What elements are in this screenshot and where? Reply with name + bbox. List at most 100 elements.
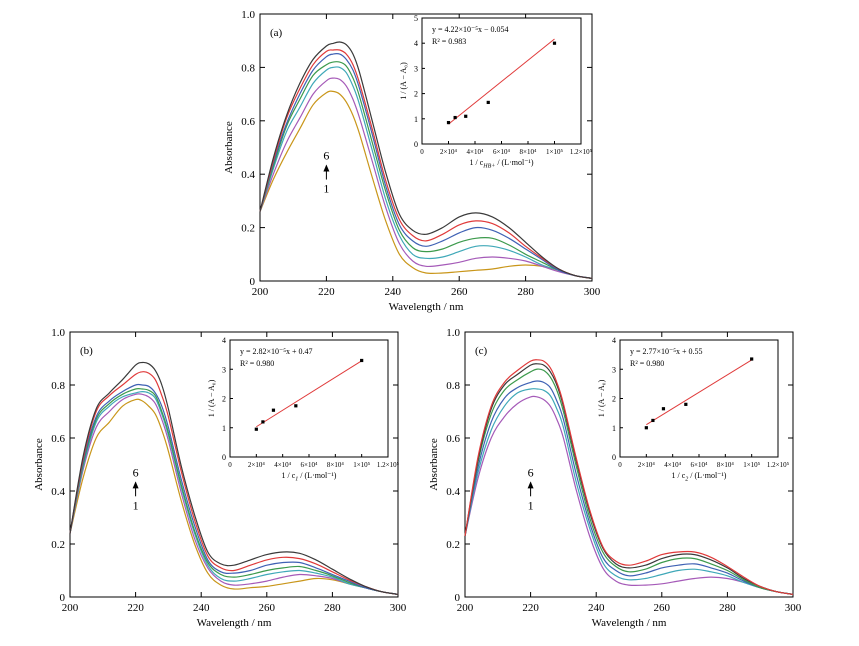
- arrow-label-top: 6: [133, 465, 139, 479]
- inset-data-point: [651, 418, 655, 423]
- x-tick-label: 200: [62, 602, 79, 614]
- inset-x-tick-label: 4×10⁴: [274, 461, 291, 469]
- inset-y-axis-label: 1 / (A − A₀): [207, 379, 216, 417]
- inset-y-tick-label: 5: [414, 14, 418, 23]
- inset-y-tick-label: 1: [222, 424, 226, 433]
- inset-fit-line: [256, 360, 362, 428]
- y-tick-label: 0.8: [446, 380, 460, 392]
- x-tick-label: 200: [457, 602, 474, 614]
- inset-data-point: [271, 408, 276, 412]
- inset-x-tick-label: 0: [228, 461, 232, 469]
- inset-y-axis-label: 1 / (A − A₀): [399, 62, 408, 100]
- spectrum-line-4: [259, 61, 593, 279]
- inset-x-tick-label: 4×10⁴: [467, 148, 484, 156]
- x-tick-label: 260: [451, 286, 468, 298]
- y-tick-label: 1.0: [241, 9, 255, 21]
- x-axis-label: Wavelength / nm: [592, 617, 667, 629]
- x-tick-label: 200: [252, 286, 269, 298]
- inset-x-tick-label: 2×10⁴: [248, 461, 265, 469]
- panel-label: (b): [80, 345, 93, 357]
- inset-data-point: [661, 407, 666, 411]
- x-tick-label: 220: [522, 602, 539, 614]
- spectrum-line-5: [69, 383, 399, 595]
- x-tick-label: 280: [324, 602, 341, 614]
- inset-x-tick-label: 8×10⁴: [327, 461, 344, 469]
- inset-y-tick-label: 2: [414, 90, 418, 99]
- arrow-head: [527, 481, 534, 489]
- inset-r-squared: R² = 0.983: [432, 37, 466, 46]
- inset-y-tick-label: 3: [612, 365, 616, 374]
- inset-fit-line: [448, 38, 555, 125]
- spectrum-line-6: [259, 49, 593, 279]
- y-axis-label: Absorbance: [33, 438, 45, 491]
- x-tick-label: 220: [318, 286, 335, 298]
- inset-plot: 0 2×10⁴ 4×10⁴ 6×10⁴ 8×10⁴ 1×10⁵ 1.2×10⁵ 0 1 2 3 4 5 1…: [399, 14, 593, 169]
- arrow-label-bottom: 1: [528, 498, 534, 512]
- inset-x-tick-label: 6×10⁴: [493, 148, 510, 156]
- inset-r-squared: R² = 0.980: [240, 359, 274, 368]
- y-tick-label: 0: [250, 276, 256, 288]
- x-tick-label: 300: [785, 602, 802, 614]
- spectrum-line-2: [259, 77, 593, 279]
- spectrum-line-5: [259, 52, 593, 279]
- inset-y-tick-label: 3: [222, 365, 226, 374]
- y-tick-label: 0.2: [446, 539, 460, 551]
- spectrum-line-4: [464, 368, 794, 595]
- x-axis-label: Wavelength / nm: [197, 617, 272, 629]
- inset-x-axis-label: 1 / c1 / (L·mol⁻¹): [282, 471, 337, 482]
- inset-data-point: [261, 420, 265, 424]
- inset-x-tick-label: 1.2×10⁵: [377, 461, 400, 469]
- spectrum-line-7: [259, 41, 593, 279]
- inset-y-tick-label: 4: [414, 39, 418, 48]
- inset-x-tick-label: 6×10⁴: [691, 461, 708, 469]
- spectrum-line-1: [464, 395, 794, 595]
- y-tick-label: 0.2: [51, 539, 65, 551]
- inset-plot: 0 2×10⁴ 4×10⁴ 6×10⁴ 8×10⁴ 1×10⁵ 1.2×10⁵ 0 1 2 3 4 1 …: [207, 336, 400, 482]
- inset-data-point: [552, 41, 557, 45]
- inset-equation: y = 2.77×10⁻⁵x + 0.55: [630, 347, 703, 356]
- inset-x-tick-label: 1×10⁵: [546, 148, 563, 156]
- x-tick-label: 260: [259, 602, 276, 614]
- x-tick-label: 240: [385, 286, 402, 298]
- spectrum-line-2: [464, 388, 794, 595]
- arrow-head: [132, 481, 139, 489]
- plot-frame: [69, 331, 399, 598]
- inset-data-point: [446, 120, 451, 125]
- spectrum-line-2: [69, 393, 399, 595]
- inset-x-tick-label: 4×10⁴: [664, 461, 681, 469]
- spectrum-line-7: [69, 361, 399, 595]
- inset-data-point: [684, 402, 688, 406]
- arrow-head: [323, 164, 330, 172]
- inset-x-tick-label: 8×10⁴: [520, 148, 537, 156]
- y-tick-label: 0.6: [446, 433, 460, 445]
- inset-fit-line: [646, 359, 752, 426]
- x-tick-label: 280: [719, 602, 736, 614]
- arrow-label-bottom: 1: [133, 498, 139, 512]
- inset-data-point: [360, 358, 364, 363]
- inset-y-tick-label: 1: [612, 424, 616, 433]
- inset-r-squared: R² = 0.980: [630, 359, 664, 368]
- y-tick-label: 1.0: [51, 327, 65, 339]
- chart-panel-1: 200 220 240 260 280 30000.20.40.60.81.0Wavele…: [223, 9, 601, 313]
- inset-y-tick-label: 1: [414, 115, 418, 124]
- inset-y-tick-label: 3: [414, 64, 418, 73]
- inset-y-tick-label: 2: [222, 395, 226, 404]
- inset-x-tick-label: 8×10⁴: [717, 461, 734, 469]
- inset-data-point: [486, 100, 490, 105]
- inset-data-point: [644, 426, 648, 430]
- x-tick-label: 240: [588, 602, 605, 614]
- inset-x-tick-label: 1.2×10⁵: [570, 148, 593, 156]
- y-tick-label: 0.6: [51, 433, 65, 445]
- chart-panel-2: 200 220 240 260 280 30000.20.40.60.81.0Wavele…: [33, 327, 407, 629]
- inset-x-axis-label: 1 / c2 / (L·mol⁻¹): [672, 471, 727, 482]
- y-tick-label: 0.8: [241, 62, 255, 74]
- x-tick-label: 300: [584, 286, 601, 298]
- spectrum-line-3: [464, 380, 794, 595]
- inset-data-point: [294, 404, 298, 408]
- x-tick-label: 260: [654, 602, 671, 614]
- spectrum-line-6: [464, 359, 794, 595]
- inset-x-tick-label: 6×10⁴: [301, 461, 318, 469]
- spectrum-line-5: [464, 363, 794, 595]
- chart-panel-3: 200 220 240 260 280 30000.20.40.60.81.0Wavele…: [428, 327, 802, 629]
- x-tick-label: 240: [193, 602, 210, 614]
